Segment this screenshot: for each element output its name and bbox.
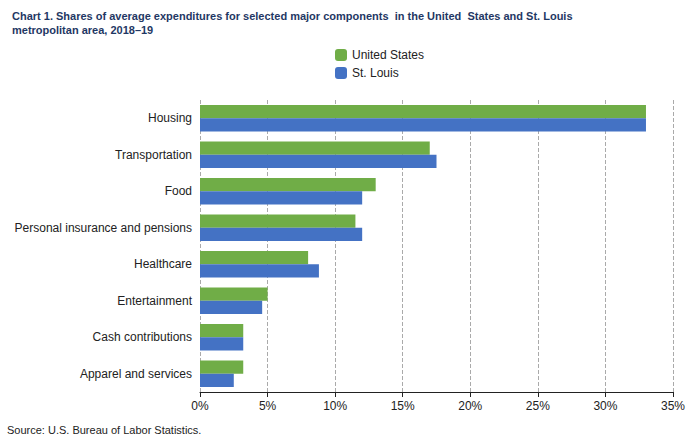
- svg-text:0%: 0%: [191, 399, 209, 413]
- svg-text:35%: 35%: [661, 399, 685, 413]
- svg-text:25%: 25%: [526, 399, 550, 413]
- svg-text:15%: 15%: [391, 399, 415, 413]
- svg-text:St. Louis: St. Louis: [352, 66, 399, 80]
- svg-text:Housing: Housing: [148, 111, 192, 125]
- svg-text:20%: 20%: [458, 399, 482, 413]
- svg-text:Food: Food: [165, 184, 192, 198]
- svg-text:5%: 5%: [259, 399, 277, 413]
- svg-text:Cash contributions: Cash contributions: [93, 330, 192, 344]
- svg-text:United States: United States: [352, 48, 424, 62]
- svg-text:Healthcare: Healthcare: [134, 257, 192, 271]
- svg-text:metropolitan area, 2018–19: metropolitan area, 2018–19: [12, 24, 153, 36]
- svg-text:10%: 10%: [323, 399, 347, 413]
- svg-text:Entertainment: Entertainment: [117, 294, 192, 308]
- svg-text:Personal insurance and pension: Personal insurance and pensions: [15, 221, 192, 235]
- svg-text:Chart 1. Shares of average exp: Chart 1. Shares of average expenditures …: [12, 10, 573, 22]
- svg-text:Apparel and services: Apparel and services: [80, 367, 192, 381]
- svg-text:Transportation: Transportation: [115, 148, 192, 162]
- svg-text:Source: U.S. Bureau of Labor S: Source: U.S. Bureau of Labor Statistics.: [7, 424, 201, 436]
- svg-text:30%: 30%: [593, 399, 617, 413]
